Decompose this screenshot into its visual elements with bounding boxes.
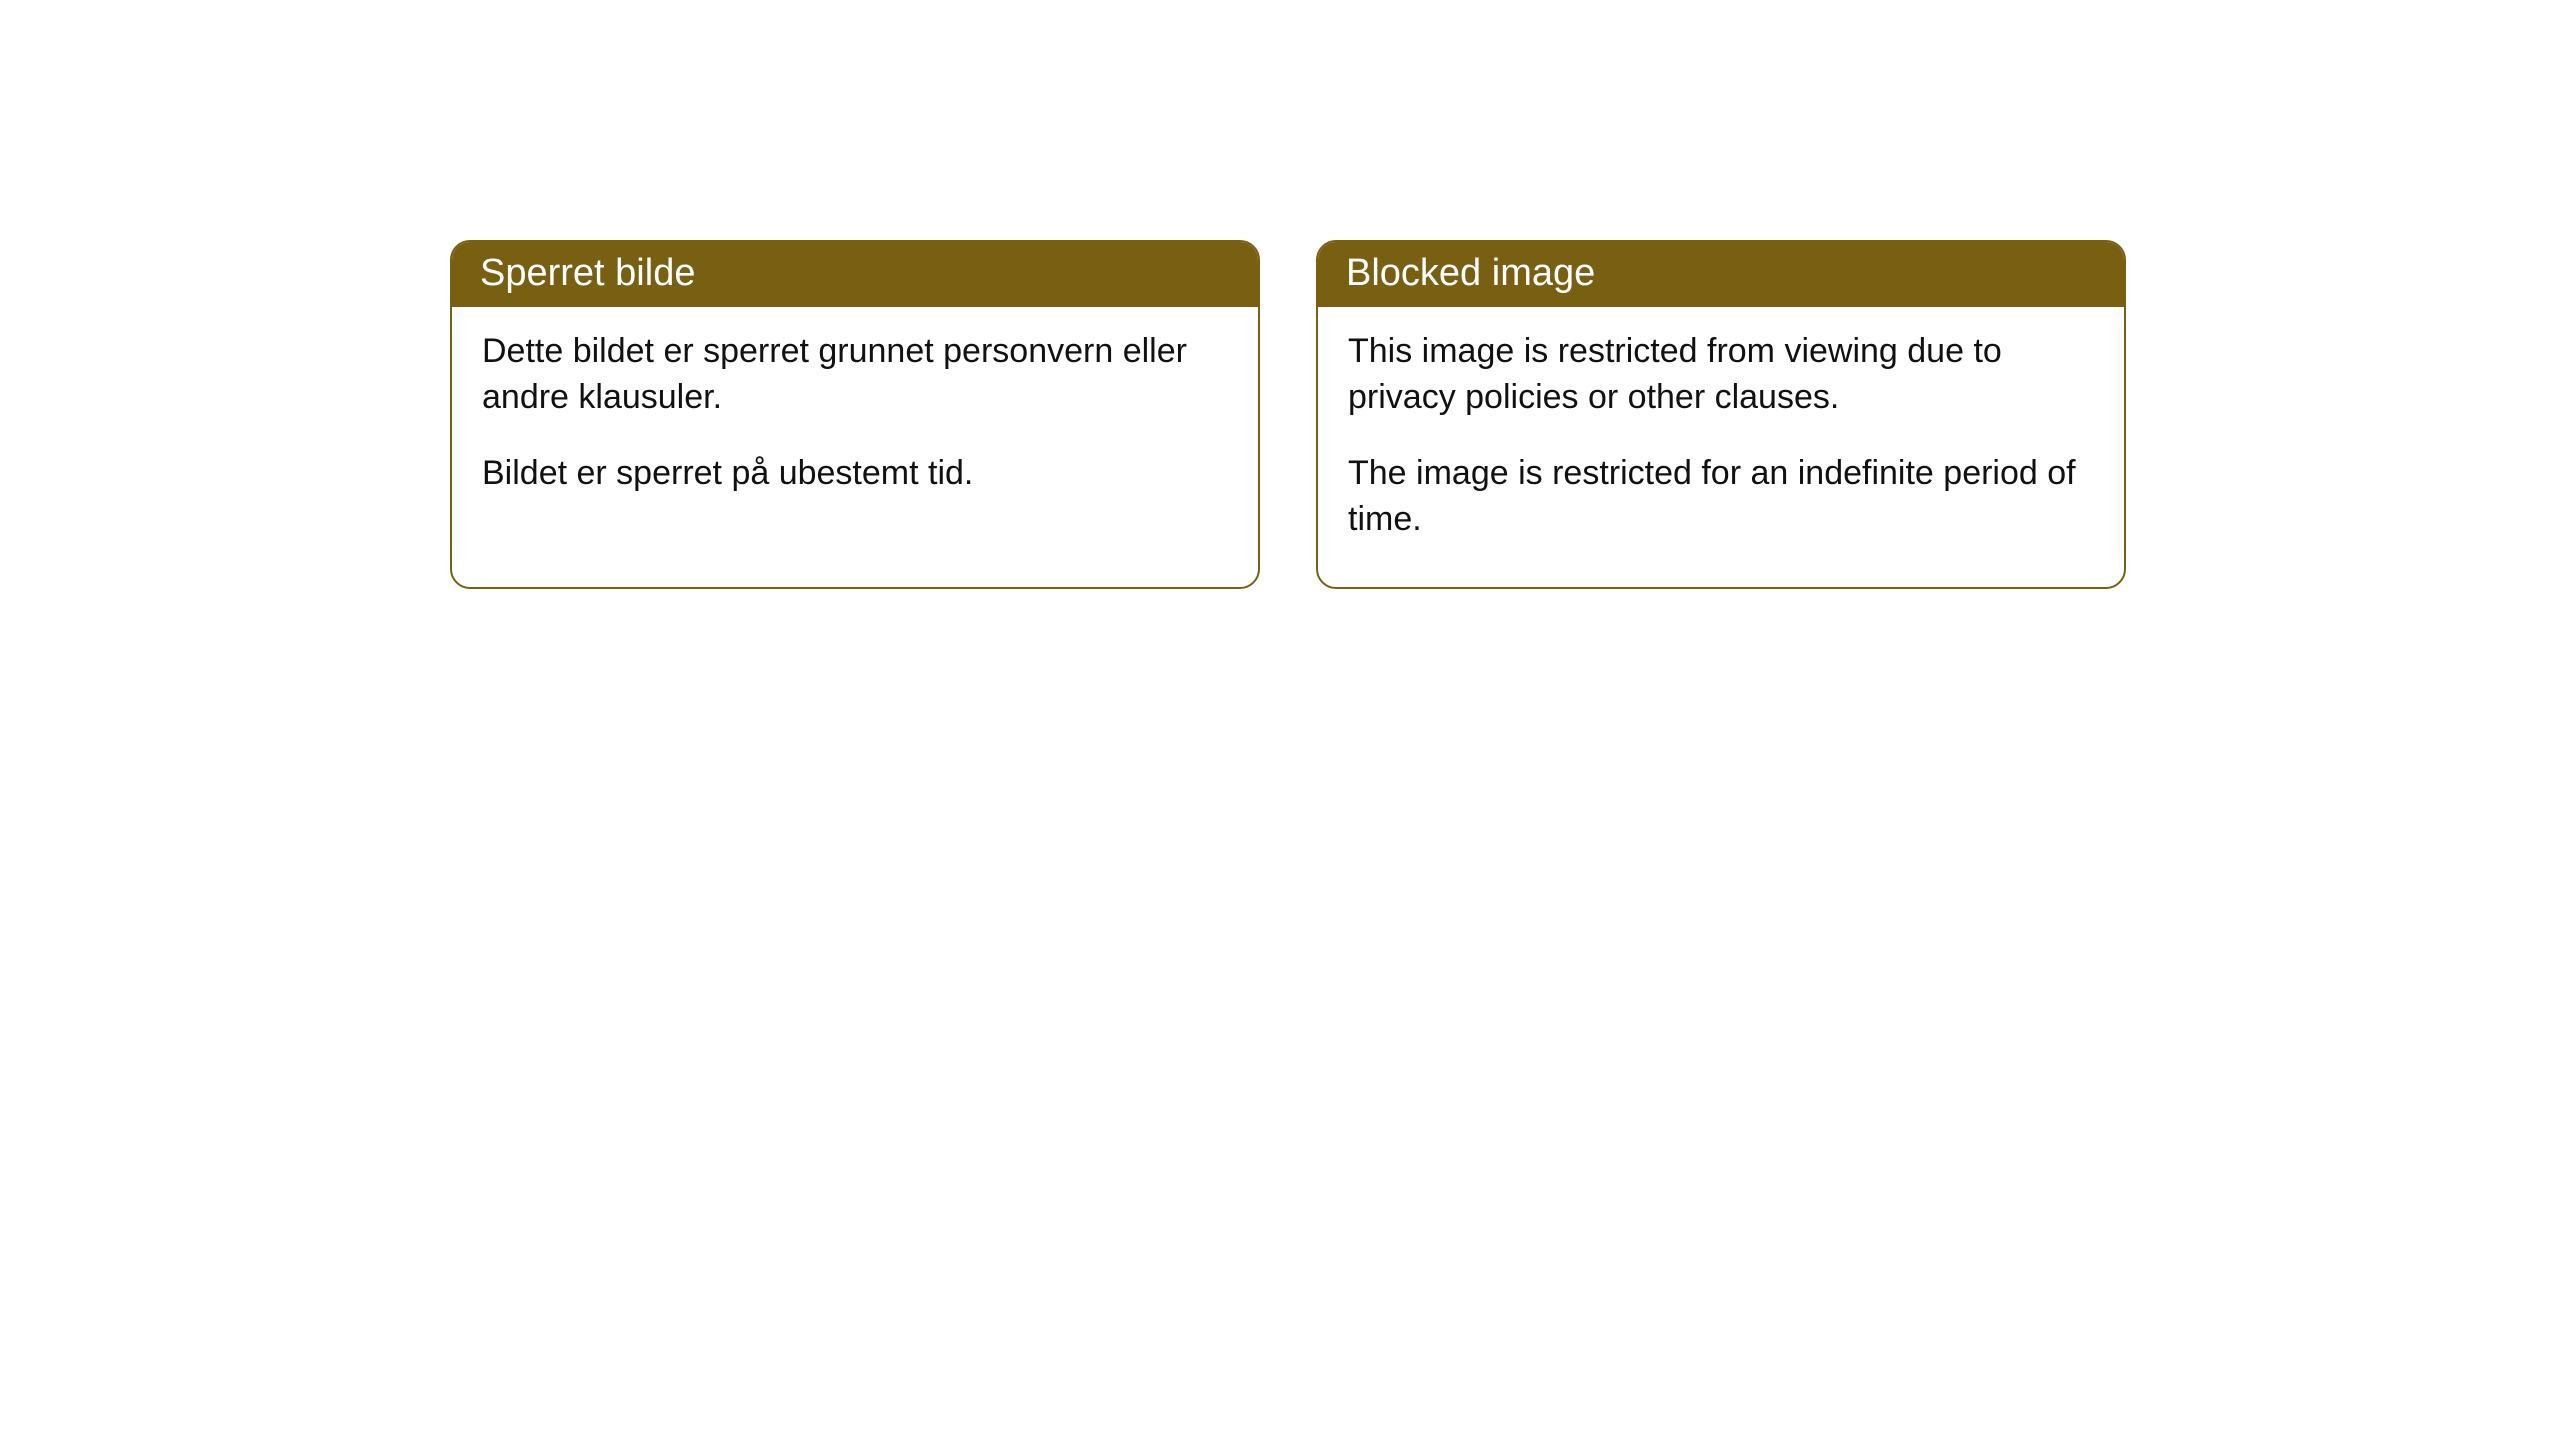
card-paragraph-1-english: This image is restricted from viewing du… — [1348, 329, 2094, 421]
card-header-norwegian: Sperret bilde — [452, 242, 1258, 307]
card-body-english: This image is restricted from viewing du… — [1318, 307, 2124, 587]
card-header-english: Blocked image — [1318, 242, 2124, 307]
card-paragraph-2-english: The image is restricted for an indefinit… — [1348, 451, 2094, 543]
blocked-image-card-norwegian: Sperret bilde Dette bildet er sperret gr… — [450, 240, 1260, 589]
card-paragraph-2-norwegian: Bildet er sperret på ubestemt tid. — [482, 451, 1228, 497]
card-paragraph-1-norwegian: Dette bildet er sperret grunnet personve… — [482, 329, 1228, 421]
notice-cards-container: Sperret bilde Dette bildet er sperret gr… — [0, 0, 2560, 589]
card-body-norwegian: Dette bildet er sperret grunnet personve… — [452, 307, 1258, 541]
blocked-image-card-english: Blocked image This image is restricted f… — [1316, 240, 2126, 589]
